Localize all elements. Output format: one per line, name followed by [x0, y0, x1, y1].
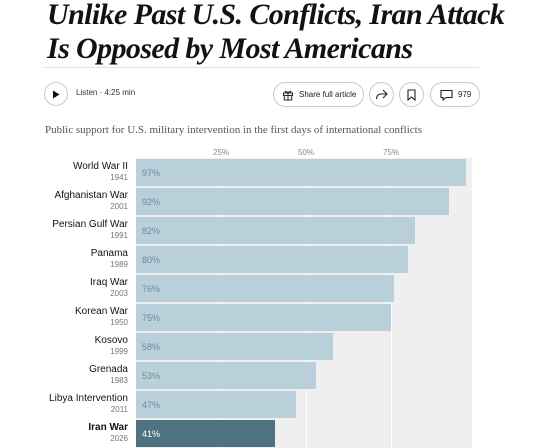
category-year: 1950 — [110, 318, 128, 328]
category-name: Persian Gulf War — [52, 219, 128, 231]
category-name: Grenada — [89, 364, 128, 376]
category-name: Iran War — [88, 422, 128, 434]
gridline-75 — [391, 158, 392, 448]
bar-value-label: 53% — [142, 371, 161, 382]
bar — [136, 188, 449, 216]
share-article-button[interactable]: Share full article — [273, 82, 364, 107]
gridline-50 — [306, 158, 307, 448]
bar-value-label: 41% — [142, 429, 161, 440]
play-icon — [53, 90, 60, 98]
bar — [136, 159, 466, 186]
chart-title: Public support for U.S. military interve… — [45, 124, 422, 136]
category-label: World War II 1941 — [73, 161, 128, 183]
category-label: Persian Gulf War 1991 — [52, 219, 128, 241]
axis-tick-label: 75% — [382, 148, 400, 157]
share-label: Share full article — [299, 90, 357, 99]
category-year: 1983 — [110, 376, 128, 386]
bar — [136, 333, 334, 361]
article-toolbar: Listen · 4:25 min Share full article 979 — [44, 78, 484, 112]
category-label: Kosovo 1999 — [95, 335, 128, 357]
category-year: 2001 — [110, 202, 128, 212]
headline: Unlike Past U.S. Conflicts, Iran Attack … — [47, 0, 527, 66]
category-year: 1999 — [110, 347, 128, 357]
bar — [136, 275, 395, 303]
bar — [136, 362, 317, 390]
bar-value-label: 97% — [142, 168, 161, 178]
category-year: 1941 — [110, 173, 128, 182]
axis-tick-label: 25% — [212, 148, 230, 157]
category-year: 2011 — [110, 405, 128, 415]
category-label: Afghanistan War 2001 — [54, 190, 128, 212]
bar-value-label: 58% — [142, 342, 161, 353]
category-name: Kosovo — [94, 335, 128, 347]
category-name: World War II — [72, 161, 128, 172]
bar — [136, 304, 391, 332]
bookmark-icon — [407, 88, 416, 101]
category-label: Korean War 1950 — [75, 306, 128, 328]
comment-count: 979 — [458, 90, 472, 99]
category-year: 1991 — [110, 231, 128, 241]
divider — [44, 67, 479, 68]
headline-line-1: Unlike Past U.S. Conflicts, Iran Attack — [47, 0, 505, 31]
category-year: 2003 — [110, 289, 128, 299]
bar-value-label: 82% — [142, 226, 161, 237]
share-arrow-icon — [375, 89, 388, 100]
comment-icon — [440, 89, 453, 101]
forward-button[interactable] — [369, 82, 394, 107]
bar — [136, 420, 276, 448]
listen-label[interactable]: Listen · 4:25 min — [76, 88, 136, 97]
category-label: Iran War 2026 — [88, 422, 128, 444]
comments-button[interactable]: 979 — [430, 82, 480, 107]
axis-tick-label: 50% — [297, 148, 315, 157]
gift-icon — [283, 90, 293, 100]
bar-value-label: 75% — [142, 313, 161, 324]
bar-value-label: 80% — [142, 255, 161, 266]
gridline-25 — [221, 158, 222, 448]
category-name: Korean War — [75, 306, 128, 318]
category-year: 2026 — [110, 434, 128, 444]
headline-line-2: Is Opposed by Most Americans — [47, 32, 413, 65]
category-label: Libya Intervention 2011 — [49, 393, 128, 415]
category-year: 1989 — [110, 260, 128, 270]
category-label: Iraq War 2003 — [90, 277, 128, 299]
category-label: Panama 1989 — [91, 248, 128, 270]
save-button[interactable] — [399, 82, 424, 107]
bar-value-label: 92% — [142, 197, 161, 208]
bar-value-label: 47% — [142, 400, 161, 411]
category-name: Afghanistan War — [54, 190, 128, 202]
bar — [136, 246, 408, 274]
category-name: Panama — [90, 248, 128, 260]
bar — [136, 217, 415, 245]
category-name: Libya Intervention — [49, 393, 128, 405]
category-name: Iraq War — [90, 277, 128, 289]
bar-value-label: 76% — [142, 284, 161, 295]
bar — [136, 391, 296, 419]
listen-play-button[interactable] — [44, 82, 68, 106]
category-label: Grenada 1983 — [89, 364, 128, 386]
